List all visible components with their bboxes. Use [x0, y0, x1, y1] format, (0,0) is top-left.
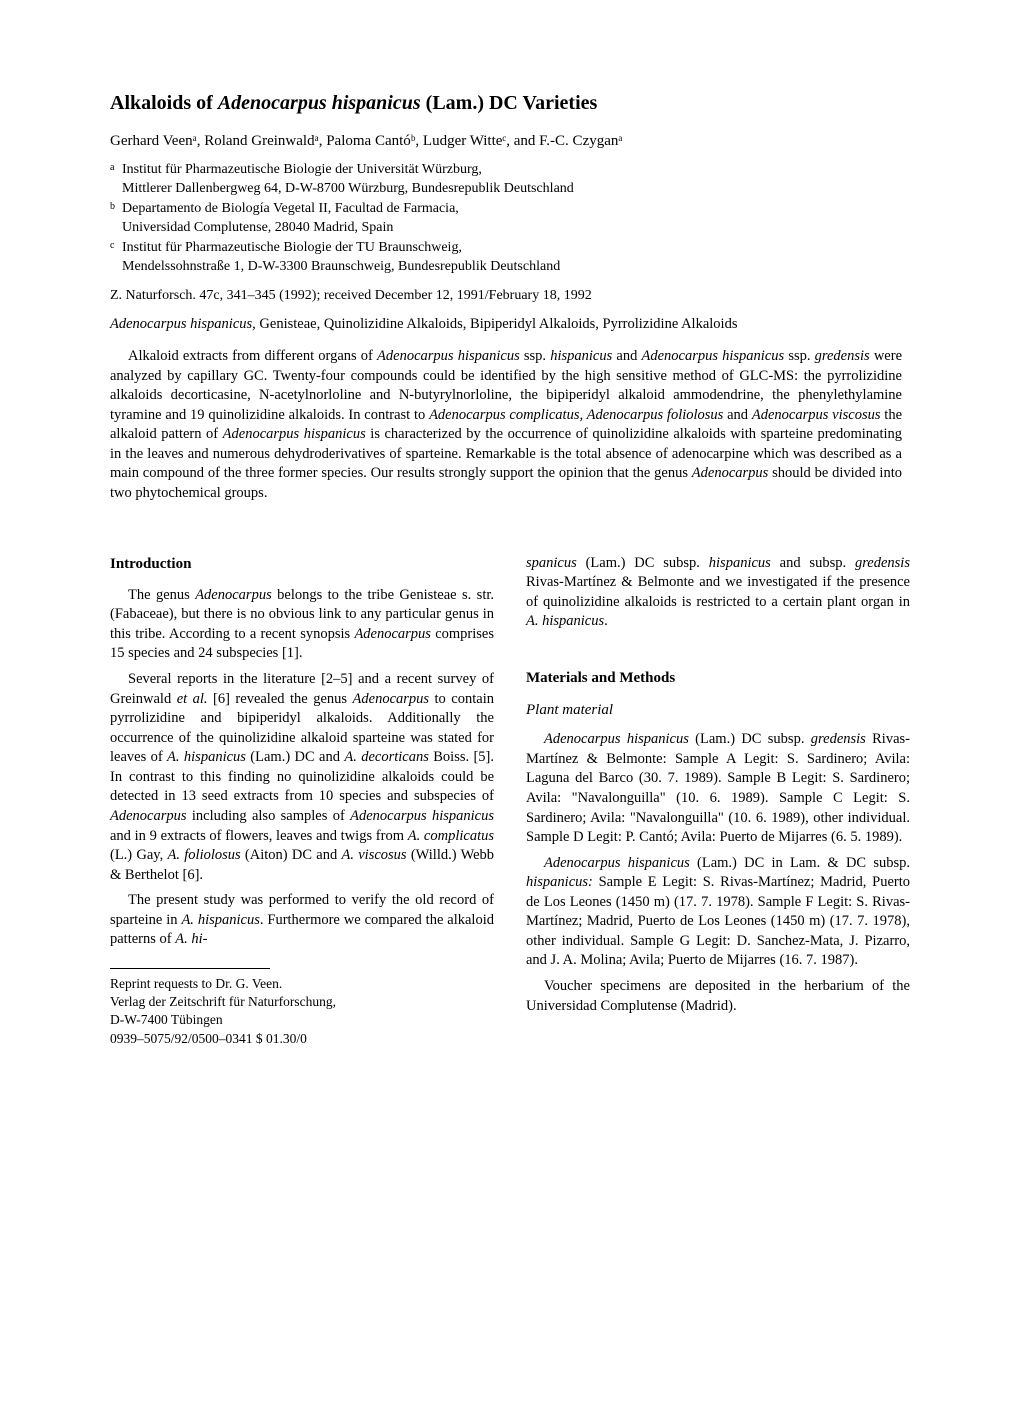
title-suffix: (Lam.) DC Varieties [421, 92, 598, 114]
keywords-line: Adenocarpus hispanicus, Genisteae, Quino… [110, 315, 910, 335]
affiliation-text: Institut für Pharmazeutische Biologie de… [122, 239, 910, 277]
authors-line: Gerhard Veenᵃ, Roland Greinwaldᵃ, Paloma… [110, 131, 910, 151]
publisher-line-1: Verlag der Zeitschrift für Naturforschun… [110, 993, 494, 1011]
reprint-request: Reprint requests to Dr. G. Veen. [110, 975, 494, 993]
citation-text: Z. Naturforsch. 47c, 341–345 (1992); rec… [110, 288, 592, 303]
article-title: Alkaloids of Adenocarpus hispanicus (Lam… [110, 90, 910, 117]
right-column: spanicus (Lam.) DC subsp. hispanicus and… [526, 554, 910, 1048]
intro-paragraph-3: The present study was performed to verif… [110, 891, 494, 950]
publisher-line-2: D-W-7400 Tübingen [110, 1011, 494, 1029]
affiliation-marker: b [110, 200, 122, 214]
affiliation-text: Departamento de Biología Vegetal II, Fac… [122, 200, 910, 238]
affiliation-marker: a [110, 161, 122, 175]
affiliation-text: Institut für Pharmazeutische Biologie de… [122, 161, 910, 199]
affiliation-a: a Institut für Pharmazeutische Biologie … [110, 161, 910, 199]
methods-paragraph-2: Adenocarpus hispanicus (Lam.) DC in Lam.… [526, 854, 910, 971]
affiliation-c: c Institut für Pharmazeutische Biologie … [110, 239, 910, 277]
intro-continuation: spanicus (Lam.) DC subsp. hispanicus and… [526, 554, 910, 632]
title-prefix: Alkaloids of [110, 92, 218, 114]
introduction-heading: Introduction [110, 554, 494, 574]
abstract-block: Alkaloid extracts from different organs … [110, 347, 910, 504]
methods-paragraph-1: Adenocarpus hispanicus (Lam.) DC subsp. … [526, 730, 910, 847]
affiliation-marker: c [110, 239, 122, 253]
keywords-plain: Genisteae, Quinolizidine Alkaloids, Bipi… [256, 316, 738, 332]
footer-divider [110, 968, 270, 969]
affiliation-b: b Departamento de Biología Vegetal II, F… [110, 200, 910, 238]
intro-paragraph-1: The genus Adenocarpus belongs to the tri… [110, 586, 494, 664]
issn-price: 0939–5075/92/0500–0341 $ 01.30/0 [110, 1030, 494, 1048]
affiliations-block: a Institut für Pharmazeutische Biologie … [110, 161, 910, 276]
plant-material-heading: Plant material [526, 700, 910, 720]
title-italic: Adenocarpus hispanicus [218, 92, 421, 114]
intro-paragraph-2: Several reports in the literature [2–5] … [110, 670, 494, 885]
methods-paragraph-3: Voucher specimens are deposited in the h… [526, 977, 910, 1016]
materials-methods-heading: Materials and Methods [526, 668, 910, 688]
keywords-ital: Adenocarpus hispanicus, [110, 316, 256, 332]
two-column-body: Introduction The genus Adenocarpus belon… [110, 554, 910, 1048]
left-column: Introduction The genus Adenocarpus belon… [110, 554, 494, 1048]
citation-line: Z. Naturforsch. 47c, 341–345 (1992); rec… [110, 287, 910, 306]
